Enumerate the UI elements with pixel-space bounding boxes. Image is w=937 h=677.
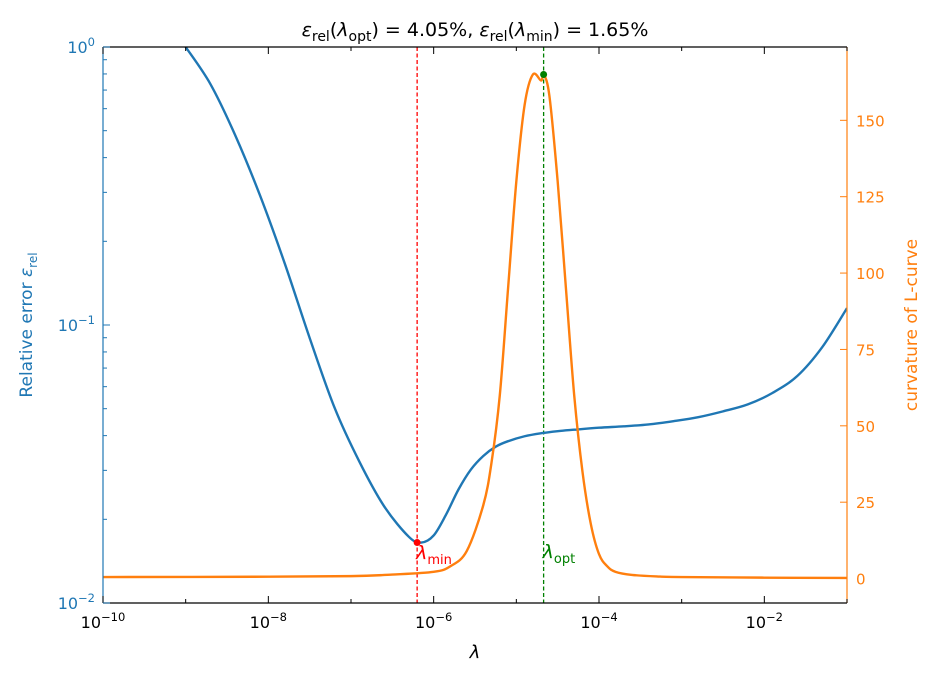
axis-ticks bbox=[102, 46, 848, 604]
x-axis-label: λ bbox=[469, 642, 481, 663]
y-left-tick-label: 10−2 bbox=[58, 591, 95, 613]
x-tick-label: 10−6 bbox=[415, 610, 452, 632]
chart-title: εrel(λopt) = 4.05%, εrel(λmin) = 1.65% bbox=[302, 19, 649, 45]
x-tick-label: 10−8 bbox=[250, 610, 287, 632]
x-tick-label: 10−4 bbox=[580, 610, 617, 632]
lambda_min-label: λmin bbox=[415, 542, 452, 568]
y-left-tick-label: 100 bbox=[67, 35, 95, 57]
y-right-tick-label: 150 bbox=[856, 112, 885, 130]
y-left-axis-label: Relative error εrel bbox=[17, 252, 40, 397]
y-right-tick-label: 125 bbox=[856, 189, 885, 207]
lambda_opt-label: λopt bbox=[542, 541, 576, 567]
y-right-tick-label: 25 bbox=[856, 494, 875, 512]
plot-area bbox=[103, 47, 847, 603]
x-tick-label: 10−10 bbox=[81, 610, 126, 632]
y-right-tick-label: 0 bbox=[856, 571, 866, 589]
chart-text: λmin λopt 10−10 10−8 10−6 10−4 10−2 10−2 10−1 100… bbox=[17, 19, 922, 663]
plot-lines bbox=[103, 47, 847, 603]
y-left-axis-label-group: Relative error εrel bbox=[17, 252, 40, 397]
y-right-tick-label: 100 bbox=[856, 265, 885, 283]
y-left-tick-label: 10−1 bbox=[58, 313, 95, 335]
x-tick-label: 10−2 bbox=[746, 610, 783, 632]
y-right-axis-label-group: curvature of L-curve bbox=[902, 239, 922, 411]
y-right-tick-label: 75 bbox=[856, 341, 875, 359]
lambda_min-point bbox=[413, 539, 421, 547]
curvature-line bbox=[103, 72, 847, 580]
y-right-tick-label: 50 bbox=[856, 418, 875, 436]
lambda_opt-point bbox=[540, 70, 548, 78]
y-right-axis-label: curvature of L-curve bbox=[902, 239, 922, 411]
